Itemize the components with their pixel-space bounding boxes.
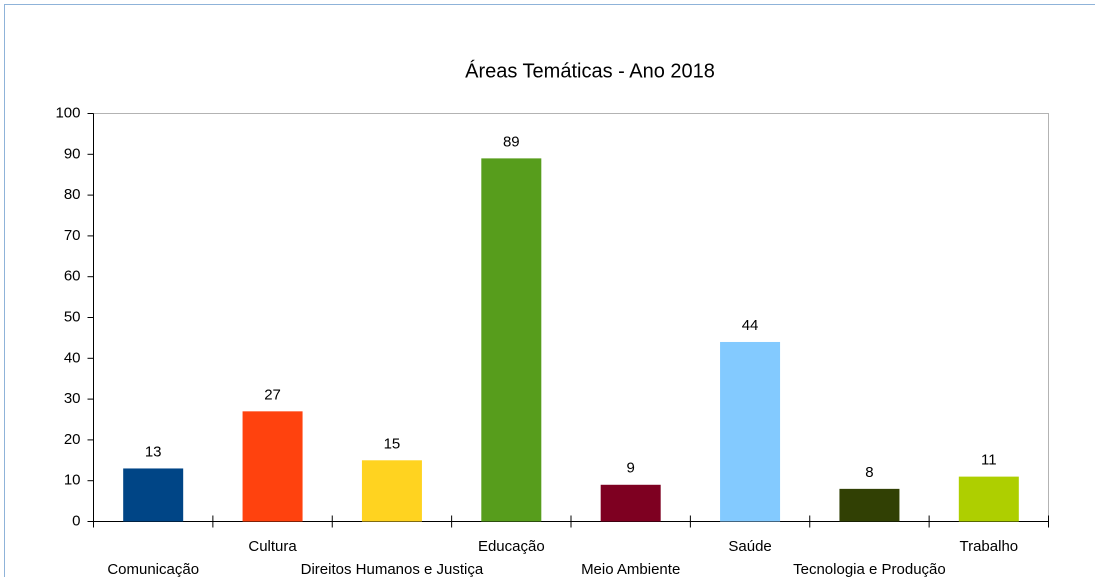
- y-tick-label: 50: [64, 308, 81, 325]
- y-tick-label: 60: [64, 268, 81, 285]
- value-label: 89: [503, 133, 520, 150]
- bar: [481, 158, 542, 522]
- y-tick-label: 40: [64, 349, 81, 366]
- bar: [839, 488, 900, 522]
- bar: [720, 341, 781, 522]
- frame: [4, 4, 1095, 577]
- value-label: 11: [981, 452, 997, 469]
- y-tick-label: 70: [64, 227, 81, 244]
- y-tick-label: 20: [64, 431, 81, 448]
- x-tick-label: Cultura: [248, 538, 297, 555]
- value-label: 27: [264, 386, 281, 403]
- bar: [958, 476, 1019, 522]
- value-label: 44: [742, 317, 759, 334]
- y-tick-label: 10: [64, 472, 81, 489]
- bar: [361, 460, 422, 522]
- value-label: 13: [145, 443, 162, 460]
- y-tick-label: 100: [55, 104, 80, 121]
- y-tick-label: 90: [64, 145, 81, 162]
- x-tick-label: Educação: [478, 538, 545, 555]
- x-tick-label: Trabalho: [959, 538, 1018, 555]
- x-tick-label: Meio Ambiente: [581, 561, 680, 577]
- value-label: 15: [384, 435, 401, 452]
- x-tick-label: Comunicação: [107, 561, 199, 577]
- plot-area: [93, 113, 1049, 522]
- value-label: 9: [627, 460, 635, 477]
- y-tick-label: 0: [72, 512, 80, 529]
- bar: [600, 484, 661, 522]
- bar: [123, 468, 184, 522]
- y-tick-label: 30: [64, 390, 81, 407]
- value-label: 8: [865, 464, 873, 481]
- chart-title: Áreas Temáticas - Ano 2018: [465, 59, 715, 82]
- x-tick-label: Saúde: [728, 538, 771, 555]
- x-tick-label: Tecnologia e Produção: [793, 561, 946, 577]
- bar: [242, 411, 303, 522]
- y-tick-label: 80: [64, 186, 81, 203]
- x-tick-label: Direitos Humanos e Justiça: [301, 561, 484, 577]
